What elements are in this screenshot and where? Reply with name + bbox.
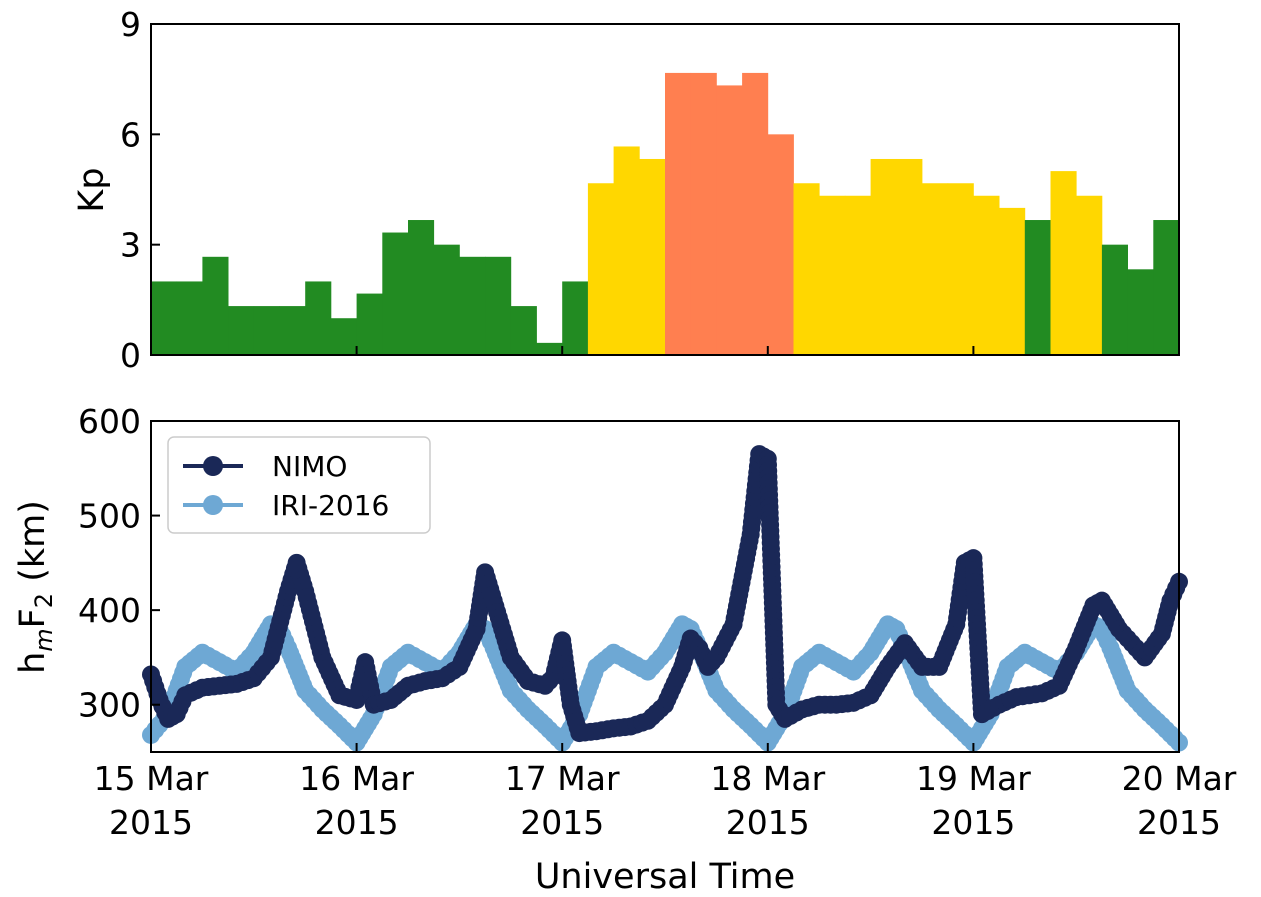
kp-bar (536, 342, 563, 355)
kp-bar (973, 195, 1000, 355)
hmf2-y-tick-label: 400 (78, 591, 141, 630)
kp-bar (228, 306, 255, 355)
kp-bar (1024, 220, 1051, 355)
hmf2-y-tick-label: 500 (78, 497, 141, 536)
kp-bar (767, 134, 794, 355)
hmf2-y-tick-label: 300 (78, 686, 141, 725)
kp-bar (562, 281, 589, 355)
kp-bar (742, 72, 769, 356)
kp-x-ticks (355, 346, 975, 355)
hmf2-y-axis-label: hmF2 (km) (13, 500, 58, 674)
hmf2-x-tick-label: 19 Mar 2015 (916, 759, 1031, 842)
kp-bar (793, 183, 820, 355)
kp-y-tick-label: 3 (120, 226, 141, 265)
kp-bar (253, 306, 280, 355)
kp-bar (999, 207, 1026, 355)
kp-bars (151, 72, 1180, 356)
kp-bar (382, 232, 409, 355)
kp-bar (510, 306, 537, 355)
kp-bar (1127, 269, 1154, 355)
kp-bar (485, 256, 512, 355)
kp-bar (1101, 244, 1128, 355)
kp-bar (1153, 220, 1180, 355)
kp-bar (613, 146, 640, 355)
hmf2-x-tick-label: 18 Mar 2015 (710, 759, 825, 842)
hmf2-x-ticks: 15 Mar 2015 16 Mar 2015 17 Mar 2015 18 Mar 2015… (94, 743, 1237, 842)
series-nimo (142, 445, 1188, 743)
kp-bar (176, 281, 203, 355)
hmf2-y-ticks: 300 400 500 600 (78, 402, 160, 725)
legend-nimo-marker (203, 456, 223, 476)
kp-bar (459, 256, 486, 355)
kp-bar (947, 183, 974, 355)
kp-y-tick-label: 6 (120, 115, 141, 154)
kp-y-tick-label: 0 (120, 336, 141, 375)
hmf2-plot-frame (150, 420, 1180, 753)
hmf2-x-tick-label: 15 Mar 2015 (94, 759, 209, 842)
kp-bar (279, 306, 306, 355)
kp-bar (819, 195, 846, 355)
legend-nimo-label: NIMO (272, 450, 347, 483)
kp-y-ticks: 0 3 6 9 (120, 5, 160, 375)
kp-bar (151, 281, 178, 355)
kp-bar (896, 158, 923, 355)
kp-plot-frame (150, 23, 1180, 356)
legend: NIMO IRI-2016 (167, 436, 431, 534)
kp-bar (408, 220, 435, 355)
hmf2-panel: 300 400 500 600 15 Mar 2015 16 Mar 2015 17 Mar 2… (13, 402, 1237, 897)
kp-bar (870, 158, 897, 355)
hmf2-x-tick-label: 17 Mar 2015 (505, 759, 620, 842)
kp-bar (1076, 195, 1103, 355)
hmf2-x-tick-label: 20 Mar 2015 (1122, 759, 1237, 842)
kp-panel: 0 3 6 9 Kp (72, 5, 1180, 375)
hmf2-series (142, 445, 1188, 752)
kp-bar (639, 158, 666, 355)
x-axis-label: Universal Time (535, 857, 795, 897)
kp-bar (690, 72, 717, 356)
kp-bar (330, 318, 357, 355)
kp-bar (1050, 171, 1077, 355)
kp-bar (716, 85, 743, 356)
legend-iri-label: IRI-2016 (272, 489, 389, 522)
kp-bar (587, 183, 614, 355)
kp-bar (202, 256, 229, 355)
hmf2-y-tick-label: 600 (78, 402, 141, 441)
kp-y-tick-label: 9 (120, 5, 141, 44)
hmf2-x-tick-label: 16 Mar 2015 (299, 759, 414, 842)
kp-bar (844, 195, 871, 355)
legend-iri-marker (203, 495, 223, 515)
kp-bar (922, 183, 949, 355)
kp-bar (305, 281, 332, 355)
kp-bar (356, 293, 383, 355)
kp-y-axis-label: Kp (72, 167, 112, 212)
kp-bar (433, 244, 460, 355)
legend-box (167, 436, 431, 534)
kp-bar (665, 72, 692, 356)
